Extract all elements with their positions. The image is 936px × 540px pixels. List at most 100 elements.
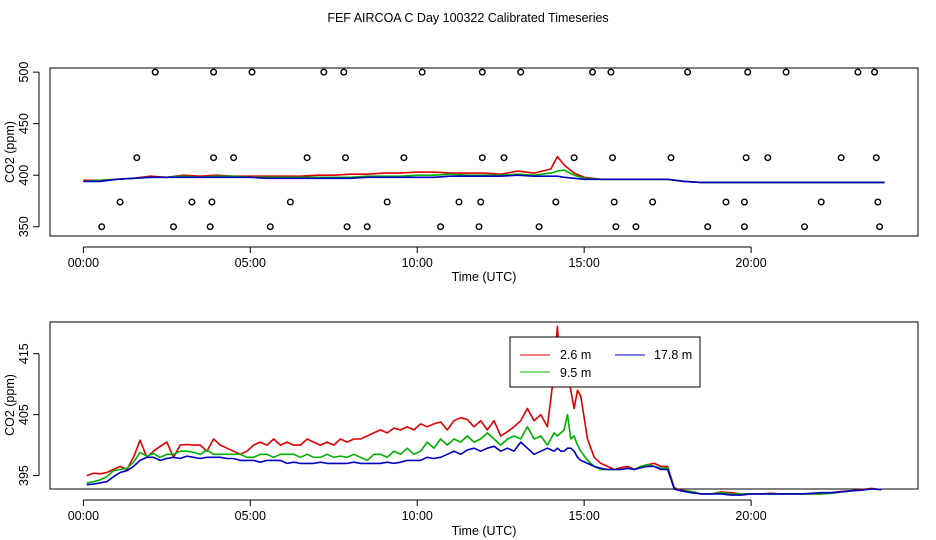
- top-marker-point: [764, 154, 772, 162]
- top-marker-point: [98, 223, 106, 231]
- top-marker-point: [363, 223, 371, 231]
- top-marker-group: [98, 68, 884, 231]
- top-marker-point: [612, 223, 620, 231]
- top-marker-point: [208, 198, 216, 206]
- top-marker-point: [248, 68, 256, 76]
- top-marker-point: [722, 198, 730, 206]
- top-marker-point: [801, 223, 809, 231]
- top-x-tick-label: 10:00: [402, 256, 433, 270]
- top-x-axis: 00:00 05:00 10:00 15:00 20:00: [68, 246, 767, 270]
- top-y-tick-label: 500: [17, 62, 31, 83]
- top-marker-point: [817, 198, 825, 206]
- top-x-axis-label: Time (UTC): [452, 270, 517, 284]
- top-marker-point: [477, 198, 485, 206]
- top-marker-point: [133, 154, 141, 162]
- bottom-series-line-17-8-m: [86, 441, 882, 496]
- top-marker-point: [475, 223, 483, 231]
- top-y-tick-label: 350: [17, 216, 31, 237]
- top-marker-point: [230, 154, 238, 162]
- top-marker-point: [744, 68, 752, 76]
- top-marker-point: [874, 198, 882, 206]
- top-marker-point: [342, 154, 350, 162]
- top-marker-point: [610, 198, 618, 206]
- top-marker-point: [854, 68, 862, 76]
- top-marker-point: [478, 154, 486, 162]
- top-marker-point: [684, 68, 692, 76]
- top-marker-point: [740, 223, 748, 231]
- top-marker-point: [740, 198, 748, 206]
- top-marker-point: [649, 198, 657, 206]
- top-marker-point: [343, 223, 351, 231]
- top-y-axis-label: CO2 (ppm): [3, 121, 17, 183]
- top-marker-point: [607, 68, 615, 76]
- top-marker-point: [320, 68, 328, 76]
- top-marker-point: [872, 154, 880, 162]
- bottom-x-tick-label: 15:00: [569, 509, 600, 523]
- top-x-tick-label: 15:00: [569, 256, 600, 270]
- top-marker-point: [632, 223, 640, 231]
- top-marker-point: [455, 198, 463, 206]
- top-marker-point: [437, 223, 445, 231]
- top-marker-point: [116, 198, 124, 206]
- bottom-series-group: [86, 325, 882, 496]
- top-x-tick-label: 05:00: [235, 256, 266, 270]
- figure-title: FEF AIRCOA C Day 100322 Calibrated Times…: [327, 11, 608, 25]
- top-y-tick-label: 450: [17, 113, 31, 134]
- top-marker-point: [552, 198, 560, 206]
- top-x-tick-label: 00:00: [68, 256, 99, 270]
- bottom-y-tick-label: 395: [17, 465, 31, 486]
- top-marker-point: [266, 223, 274, 231]
- top-marker-point: [876, 223, 884, 231]
- bottom-x-tick-label: 00:00: [68, 509, 99, 523]
- legend-box: [509, 336, 701, 388]
- top-marker-point: [535, 223, 543, 231]
- top-marker-point: [169, 223, 177, 231]
- bottom-x-tick-label: 05:00: [235, 509, 266, 523]
- top-marker-point: [500, 154, 508, 162]
- bottom-x-axis-label: Time (UTC): [452, 524, 517, 538]
- top-marker-point: [400, 154, 408, 162]
- bottom-plot-frame: [49, 321, 919, 490]
- top-x-tick-label: 20:00: [735, 256, 766, 270]
- top-marker-point: [871, 68, 879, 76]
- legend-label-17-8m: 17.8 m: [654, 348, 692, 362]
- top-series-line-17-8-m: [83, 174, 885, 184]
- top-y-tick-label: 400: [17, 165, 31, 186]
- legend-label-2-6m: 2.6 m: [560, 348, 591, 362]
- legend-label-9-5m: 9.5 m: [560, 366, 591, 380]
- top-marker-point: [206, 223, 214, 231]
- top-y-axis: 350 400 450 500: [17, 62, 40, 237]
- bottom-series-line-2-6-m: [86, 325, 882, 495]
- bottom-x-axis: 00:00 05:00 10:00 15:00 20:00: [68, 499, 767, 523]
- bottom-y-tick-label: 415: [17, 343, 31, 364]
- bottom-y-tick-label: 405: [17, 404, 31, 425]
- top-marker-point: [742, 154, 750, 162]
- top-marker-point: [609, 154, 617, 162]
- top-marker-point: [210, 68, 218, 76]
- top-marker-point: [286, 198, 294, 206]
- top-marker-point: [383, 198, 391, 206]
- top-series-group: [83, 155, 885, 184]
- top-marker-point: [667, 154, 675, 162]
- bottom-x-tick-label: 20:00: [735, 509, 766, 523]
- bottom-series-line-9-5-m: [86, 413, 882, 495]
- top-plot-frame: [49, 67, 919, 237]
- top-marker-point: [837, 154, 845, 162]
- bottom-y-axis: 395 405 415: [17, 343, 40, 486]
- top-marker-point: [782, 68, 790, 76]
- top-marker-point: [517, 68, 525, 76]
- top-marker-point: [303, 154, 311, 162]
- bottom-y-axis-label: CO2 (ppm): [3, 374, 17, 436]
- top-marker-point: [151, 68, 159, 76]
- top-marker-point: [340, 68, 348, 76]
- top-marker-point: [210, 154, 218, 162]
- top-marker-point: [478, 68, 486, 76]
- top-marker-point: [570, 154, 578, 162]
- top-marker-point: [704, 223, 712, 231]
- bottom-x-tick-label: 10:00: [402, 509, 433, 523]
- top-marker-point: [589, 68, 597, 76]
- top-marker-point: [188, 198, 196, 206]
- top-marker-point: [418, 68, 426, 76]
- legend: 2.6 m 9.5 m 17.8 m: [509, 336, 701, 388]
